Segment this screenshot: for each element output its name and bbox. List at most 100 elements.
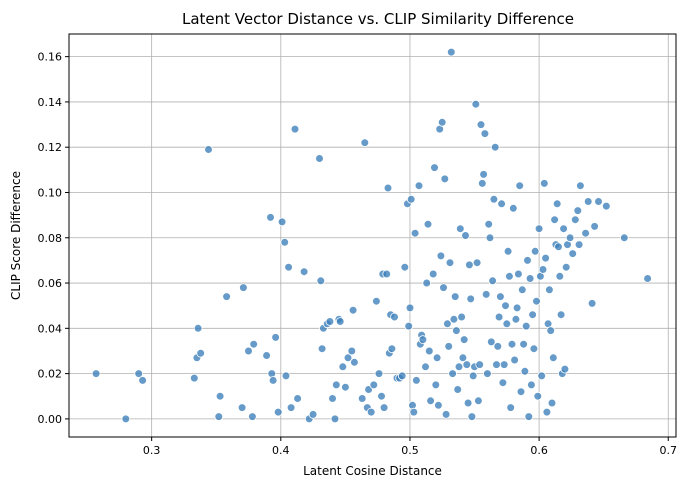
data-point bbox=[521, 321, 531, 331]
data-point bbox=[215, 391, 225, 401]
data-point bbox=[519, 339, 528, 349]
data-point bbox=[481, 290, 491, 299]
data-point bbox=[432, 353, 442, 363]
data-point bbox=[545, 285, 554, 295]
data-point bbox=[507, 339, 517, 349]
data-point bbox=[450, 292, 460, 301]
data-point bbox=[437, 118, 447, 127]
data-point bbox=[546, 326, 555, 335]
data-point bbox=[91, 369, 101, 378]
data-point bbox=[514, 269, 523, 279]
data-point bbox=[559, 224, 568, 234]
data-point bbox=[281, 371, 291, 381]
data-point bbox=[475, 360, 485, 369]
data-point bbox=[308, 410, 318, 419]
data-point bbox=[262, 351, 271, 360]
data-point bbox=[574, 240, 584, 249]
y-tick-label: 0.06 bbox=[38, 277, 63, 290]
data-point bbox=[440, 174, 450, 184]
data-point bbox=[441, 410, 451, 419]
data-point bbox=[204, 145, 213, 154]
data-point bbox=[266, 213, 275, 222]
data-point bbox=[471, 99, 481, 109]
data-point bbox=[410, 228, 420, 238]
data-point bbox=[409, 407, 419, 417]
data-point bbox=[560, 364, 570, 374]
data-point bbox=[138, 376, 147, 385]
data-point bbox=[190, 373, 199, 383]
data-point bbox=[508, 204, 518, 213]
chart-title: Latent Vector Distance vs. CLIP Similari… bbox=[182, 10, 574, 28]
data-point bbox=[357, 394, 367, 403]
data-point bbox=[348, 305, 358, 315]
data-point bbox=[377, 391, 386, 401]
data-point bbox=[476, 120, 486, 129]
data-point bbox=[494, 312, 504, 322]
y-tick-label: 0.12 bbox=[38, 141, 63, 154]
y-tick-label: 0.04 bbox=[38, 322, 63, 335]
data-point bbox=[488, 276, 497, 286]
data-point bbox=[360, 138, 370, 148]
axis-ticks: 0.3 0.4 0.5 0.6 0.7 0.00 0.02 0.04 0.06 0.08 0.10 0… bbox=[38, 51, 678, 457]
data-point bbox=[400, 262, 410, 272]
data-point bbox=[465, 260, 474, 270]
data-point bbox=[134, 369, 144, 378]
data-point bbox=[421, 362, 430, 372]
data-point bbox=[573, 206, 583, 215]
data-point bbox=[565, 233, 575, 243]
y-axis-label: CLIP Score Difference bbox=[9, 171, 23, 300]
data-point bbox=[431, 380, 441, 390]
data-point bbox=[499, 360, 509, 369]
data-point bbox=[428, 269, 438, 279]
data-point bbox=[455, 224, 465, 234]
data-point bbox=[268, 376, 278, 385]
data-point bbox=[554, 242, 563, 252]
data-point bbox=[525, 274, 535, 283]
data-point bbox=[477, 179, 487, 188]
data-point bbox=[244, 346, 253, 356]
data-point bbox=[430, 163, 439, 172]
data-point bbox=[542, 407, 552, 417]
data-point bbox=[548, 353, 558, 363]
data-point bbox=[405, 303, 415, 313]
data-point bbox=[485, 233, 495, 243]
data-point bbox=[511, 314, 521, 324]
data-point bbox=[452, 326, 461, 335]
data-point bbox=[472, 258, 482, 268]
data-point bbox=[524, 412, 534, 421]
data-point bbox=[601, 201, 611, 211]
data-point bbox=[249, 339, 259, 349]
data-point bbox=[527, 380, 536, 390]
data-point bbox=[555, 271, 565, 281]
data-point bbox=[561, 262, 571, 272]
data-point bbox=[350, 357, 359, 367]
data-point bbox=[338, 362, 348, 372]
data-point bbox=[510, 355, 519, 365]
data-point bbox=[271, 333, 280, 342]
x-tick-label: 0.5 bbox=[401, 444, 419, 457]
data-point bbox=[493, 342, 503, 351]
data-point bbox=[383, 183, 393, 193]
data-point bbox=[454, 362, 464, 372]
data-point bbox=[512, 303, 522, 313]
data-point bbox=[528, 310, 537, 320]
data-point bbox=[325, 317, 335, 326]
data-point bbox=[121, 414, 131, 424]
y-tick-label: 0.10 bbox=[38, 186, 63, 199]
data-point bbox=[503, 247, 513, 256]
data-point bbox=[550, 215, 559, 225]
data-point bbox=[583, 197, 593, 206]
data-point bbox=[449, 314, 459, 324]
data-point bbox=[547, 398, 557, 408]
data-point bbox=[533, 391, 543, 401]
data-point bbox=[293, 394, 302, 403]
x-tick-label: 0.4 bbox=[272, 444, 290, 457]
data-point bbox=[273, 407, 283, 417]
data-point bbox=[490, 142, 500, 152]
data-point bbox=[369, 380, 379, 390]
y-tick-label: 0.02 bbox=[38, 368, 63, 381]
data-point bbox=[556, 310, 566, 320]
data-point bbox=[315, 154, 324, 163]
data-point bbox=[501, 301, 510, 311]
data-point bbox=[248, 412, 257, 421]
